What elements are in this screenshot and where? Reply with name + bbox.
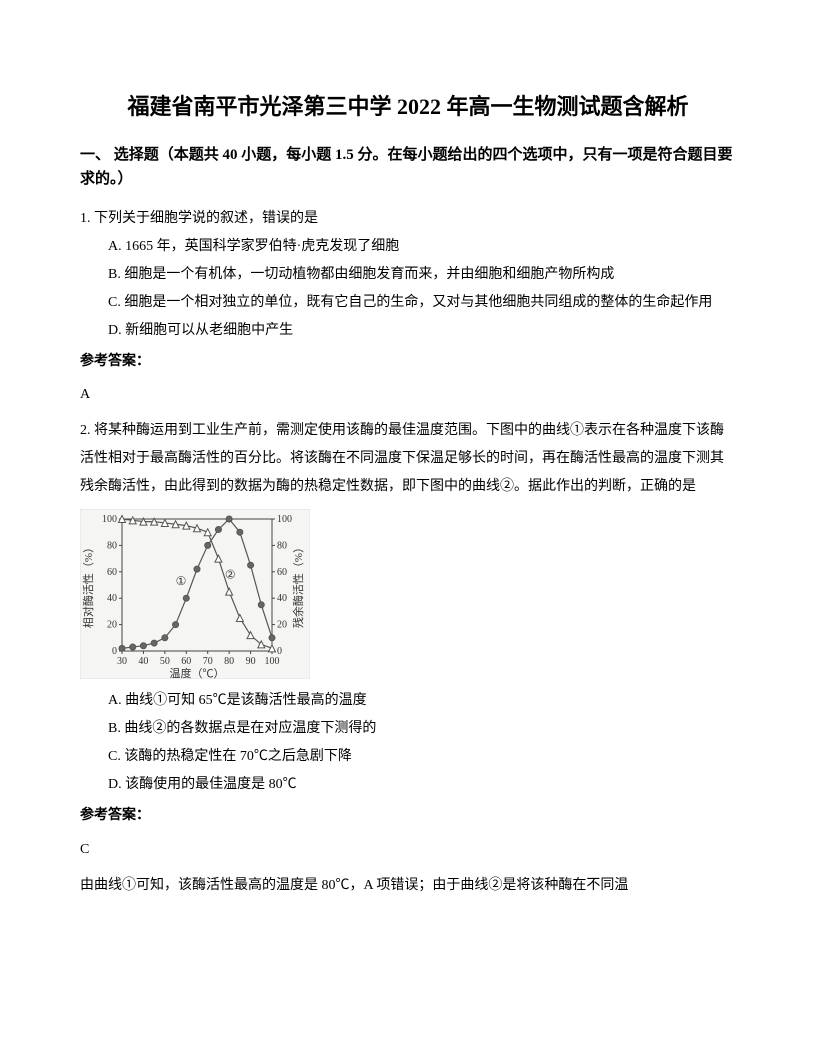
q1-option-a: A. 1665 年，英国科学家罗伯特·虎克发现了细胞 — [80, 233, 736, 261]
svg-text:50: 50 — [160, 656, 170, 667]
svg-text:20: 20 — [277, 620, 287, 631]
q1-option-c: C. 细胞是一个相对独立的单位，既有它自己的生命，又对与其他细胞共同组成的整体的… — [80, 289, 736, 317]
q1-stem: 1. 下列关于细胞学说的叙述，错误的是 — [80, 205, 736, 233]
svg-text:30: 30 — [117, 656, 127, 667]
svg-text:残余酶活性（%）: 残余酶活性（%） — [291, 542, 305, 628]
q2-explanation: 由曲线①可知，该酶活性最高的温度是 80℃，A 项错误；由于曲线②是将该种酶在不… — [80, 872, 736, 900]
svg-text:70: 70 — [203, 656, 213, 667]
svg-text:80: 80 — [277, 541, 287, 552]
svg-text:②: ② — [225, 568, 236, 582]
question-1: 1. 下列关于细胞学说的叙述，错误的是 A. 1665 年，英国科学家罗伯特·虎… — [80, 205, 736, 407]
section-header: 一、 选择题（本题共 40 小题，每小题 1.5 分。在每小题给出的四个选项中，… — [80, 143, 736, 191]
q1-answer-label: 参考答案： — [80, 349, 736, 374]
q2-answer: C — [80, 837, 736, 862]
svg-text:40: 40 — [138, 656, 148, 667]
svg-text:40: 40 — [277, 594, 287, 605]
question-2: 2. 将某种酶运用到工业生产前，需测定使用该酶的最佳温度范围。下图中的曲线①表示… — [80, 417, 736, 899]
svg-text:40: 40 — [107, 594, 117, 605]
svg-text:60: 60 — [277, 567, 287, 578]
q2-option-c: C. 该酶的热稳定性在 70℃之后急剧下降 — [80, 743, 736, 771]
svg-text:60: 60 — [181, 656, 191, 667]
svg-text:80: 80 — [224, 656, 234, 667]
svg-text:80: 80 — [107, 541, 117, 552]
svg-text:90: 90 — [246, 656, 256, 667]
svg-text:100: 100 — [277, 514, 292, 525]
svg-text:温度（℃）: 温度（℃） — [170, 666, 225, 679]
svg-text:100: 100 — [102, 514, 117, 525]
q2-option-a: A. 曲线①可知 65℃是该酶活性最高的温度 — [80, 687, 736, 715]
page-title: 福建省南平市光泽第三中学 2022 年高一生物测试题含解析 — [80, 90, 736, 123]
q2-stem: 2. 将某种酶运用到工业生产前，需测定使用该酶的最佳温度范围。下图中的曲线①表示… — [80, 417, 736, 501]
svg-text:①: ① — [176, 574, 187, 588]
q1-answer: A — [80, 382, 736, 407]
q1-option-d: D. 新细胞可以从老细胞中产生 — [80, 317, 736, 345]
svg-text:相对酶活性（%）: 相对酶活性（%） — [81, 542, 95, 628]
enzyme-chart: 0020204040606080801001003040506070809010… — [80, 509, 310, 679]
svg-text:60: 60 — [107, 567, 117, 578]
svg-text:100: 100 — [265, 656, 280, 667]
q2-answer-label: 参考答案： — [80, 803, 736, 828]
svg-text:20: 20 — [107, 620, 117, 631]
q2-option-b: B. 曲线②的各数据点是在对应温度下测得的 — [80, 715, 736, 743]
q2-option-d: D. 该酶使用的最佳温度是 80℃ — [80, 771, 736, 799]
q1-option-b: B. 细胞是一个有机体，一切动植物都由细胞发育而来，并由细胞和细胞产物所构成 — [80, 261, 736, 289]
